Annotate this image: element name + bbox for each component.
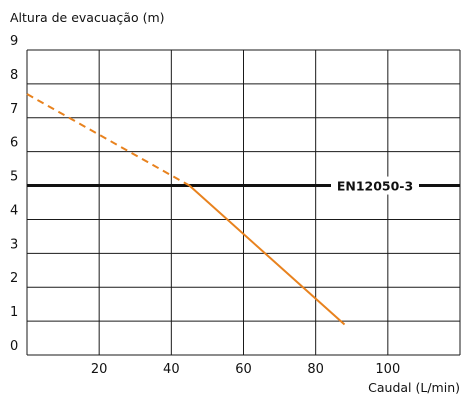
series-line-solid-1	[188, 184, 346, 326]
series-group	[26, 93, 346, 326]
reference-line-label: EN12050-3	[337, 179, 413, 194]
y-tick-label: 0	[10, 339, 18, 354]
reference-line-group: EN12050-3	[27, 176, 460, 195]
x-tick-label: 40	[163, 362, 180, 377]
y-tick-label: 1	[10, 305, 18, 320]
x-tick-labels: 20 40 60 80 100	[91, 362, 400, 377]
y-tick-label: 6	[10, 136, 18, 151]
y-tick-label: 7	[10, 102, 18, 117]
y-tick-label: 4	[10, 203, 18, 218]
x-tick-label: 100	[375, 362, 400, 377]
y-tick-label: 8	[10, 68, 18, 83]
x-axis-title: Caudal (L/min)	[368, 380, 460, 395]
y-axis-title: Altura de evacuação (m)	[10, 10, 165, 25]
x-tick-label: 20	[91, 362, 108, 377]
series-line-dashed-0	[26, 93, 190, 187]
y-tick-label: 2	[10, 271, 18, 286]
x-tick-label: 60	[235, 362, 252, 377]
y-tick-label: 9	[10, 34, 18, 49]
y-tick-label: 5	[10, 170, 18, 185]
reference-label-bg	[331, 176, 419, 195]
y-tick-labels: 0 1 2 3 4 5 6 7 8 9	[10, 34, 18, 354]
x-tick-label: 80	[307, 362, 324, 377]
grid	[26, 49, 461, 356]
y-tick-label: 3	[10, 237, 18, 252]
